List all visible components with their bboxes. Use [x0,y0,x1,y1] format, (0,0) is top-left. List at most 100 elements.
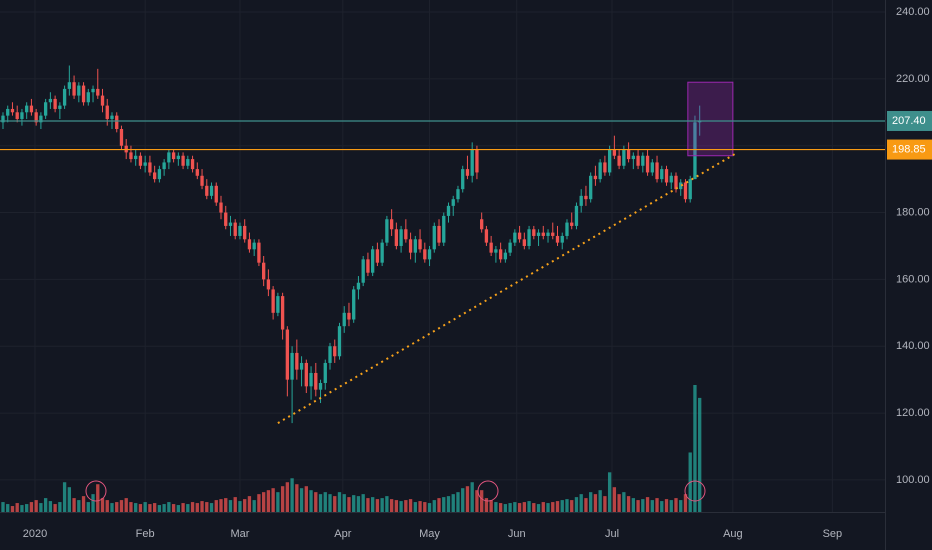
volume-bar [380,498,384,512]
candle-body [589,175,593,200]
candle-body [503,252,508,260]
candle-body [67,82,71,89]
volume-bar [100,498,105,512]
volume-bar [385,496,389,512]
candle-body [167,152,171,163]
candle-body [622,149,626,166]
candle-body [546,232,550,236]
x-tick-label: Apr [334,528,351,540]
volume-bar [148,504,152,512]
candle-body [96,88,100,96]
x-tick-label: Sep [823,528,843,540]
volume-bar [423,502,427,512]
price-label: 198.85 [892,143,926,155]
volume-bar [598,490,602,512]
candle-body [77,85,81,96]
volume-bar [404,500,408,512]
candle-body [209,185,214,196]
volume-bar [252,500,256,512]
volume-bar [205,502,209,512]
volume-bar [522,502,526,512]
candle-body [157,169,162,180]
volume-bar [39,503,43,512]
candle-body [34,112,38,123]
candle-body [162,162,166,170]
y-tick-label: 160.00 [896,273,930,285]
candle-body [461,169,465,190]
volume-bar [176,505,181,512]
candle-body [205,185,209,196]
candle-body [446,205,451,216]
volume-bar [371,497,375,512]
volume-bar [683,494,688,512]
volume-bar [337,492,342,512]
candle-body [470,149,474,176]
candle-body [290,352,294,380]
volume-bar [238,501,242,512]
y-tick-label: 120.00 [896,407,930,419]
candle-body [58,105,62,109]
volume-bar [461,488,465,512]
candle-body [105,105,109,119]
candle-body [570,222,574,226]
candle-body [143,162,147,166]
volume-bar [660,501,664,512]
candle-body [456,189,460,200]
candle-body [498,249,503,260]
candle-body [541,232,545,236]
volume-bar [541,502,545,512]
volume-bar [134,503,138,512]
candle-body [598,162,602,180]
candle-body [660,169,664,180]
volume-bar [105,500,109,512]
candle-body [437,225,441,243]
volume-bar [536,504,541,512]
y-tick-label: 100.00 [896,474,930,486]
candle-body [641,155,645,166]
volume-bar [612,487,617,512]
candle-body [385,219,389,243]
candle-body [119,129,124,146]
volume-bar [219,499,223,512]
volume-bar [555,501,560,512]
volume-bar [10,506,15,512]
volume-bar [570,500,574,512]
candle-body [489,242,493,253]
volume-bar [356,496,361,512]
candle-body [475,149,479,173]
candle-body [399,229,403,246]
volume-bar [20,505,24,512]
volume-bar [228,500,233,512]
candle-body [669,175,673,183]
volume-bar [342,494,346,512]
candle-body [645,155,650,173]
volume-bar [693,385,697,512]
candle-body [508,242,512,253]
volume-bar [77,500,81,512]
candle-body [679,182,683,190]
volume-bar [299,488,304,512]
volume-bar [389,499,394,512]
volume-bar [110,503,114,512]
candle-body [356,282,361,290]
candle-body [394,229,399,246]
volume-bar [290,478,294,512]
candle-body [555,235,560,243]
candle-body [584,195,588,200]
volume-bar [489,500,493,512]
volume-bar [574,497,579,512]
candle-body [6,108,10,116]
volume-bar [29,502,34,512]
volume-circle [684,480,706,502]
candle-body [323,362,327,383]
candle-body [186,159,190,166]
x-tick-label: Aug [723,528,743,540]
volume-bar [508,503,512,512]
candle-body [48,98,53,103]
volume-bar [276,492,280,512]
volume-bar [470,482,474,512]
volume-bar [603,496,607,512]
volume-bar [442,497,446,512]
candle-body [574,205,579,226]
